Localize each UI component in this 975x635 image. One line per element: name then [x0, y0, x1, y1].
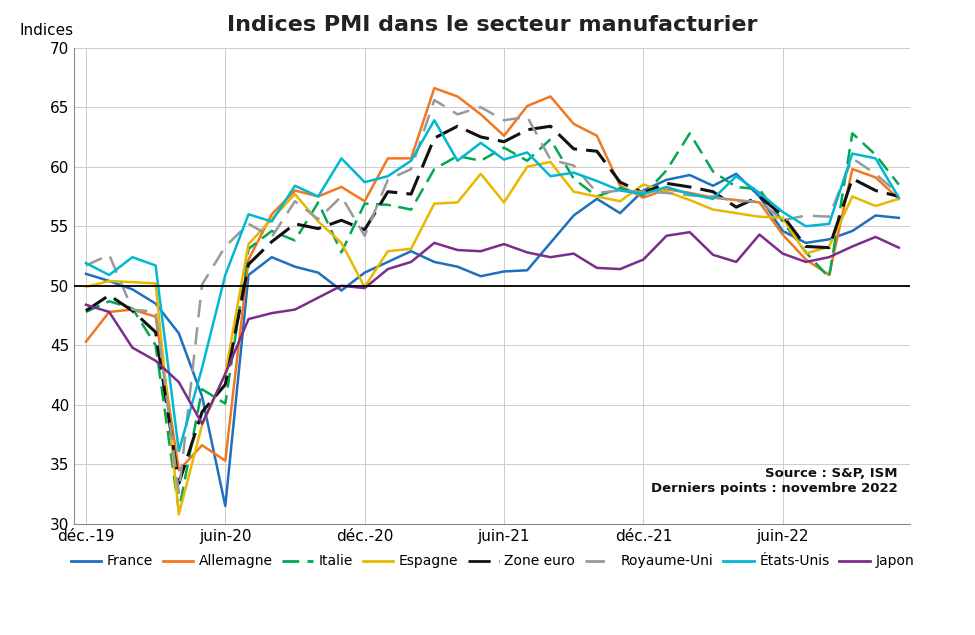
Text: Source : S&P, ISM
Derniers points : novembre 2022: Source : S&P, ISM Derniers points : nove… — [651, 467, 898, 495]
Text: Indices: Indices — [20, 23, 74, 38]
Legend: France, Allemagne, Italie, Espagne, Zone euro, Royaume-Uni, États-Unis, Japon: France, Allemagne, Italie, Espagne, Zone… — [65, 549, 919, 574]
Title: Indices PMI dans le secteur manufacturier: Indices PMI dans le secteur manufacturie… — [227, 15, 758, 35]
